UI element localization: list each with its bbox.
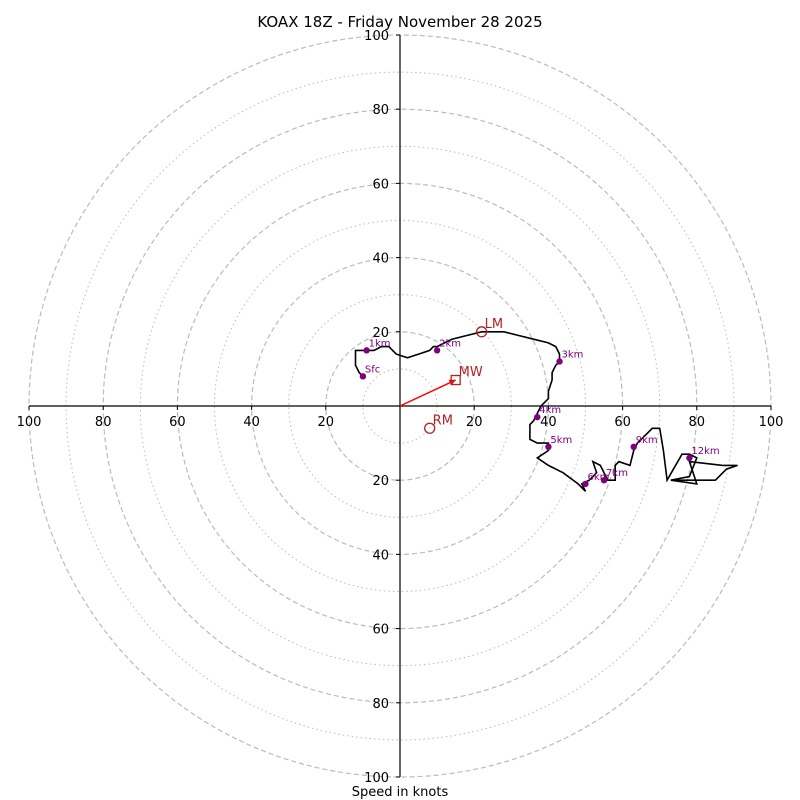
x-axis-label: Speed in knots bbox=[352, 785, 449, 800]
y-tick-label: 20 bbox=[372, 474, 389, 489]
height-label-4km: 4km bbox=[539, 405, 561, 416]
height-marker-4km bbox=[534, 413, 541, 421]
storm-motion-label-mw: MW bbox=[459, 365, 483, 380]
x-tick-label: 80 bbox=[95, 415, 112, 430]
height-marker-sfc bbox=[359, 373, 367, 380]
x-tick-label: 40 bbox=[243, 415, 260, 430]
y-tick-label: 100 bbox=[364, 771, 389, 786]
y-tick-label: 60 bbox=[372, 177, 389, 192]
x-tick-label: 100 bbox=[17, 415, 42, 430]
height-label-1km: 1km bbox=[369, 338, 391, 349]
height-label-6km: 6km bbox=[588, 472, 610, 483]
height-label-9km: 9km bbox=[636, 435, 658, 446]
storm-motion-label-rm: RM bbox=[433, 413, 453, 428]
x-tick-label: 80 bbox=[689, 415, 706, 430]
y-tick-label: 80 bbox=[372, 697, 389, 712]
storm-motion-label-lm: LM bbox=[485, 317, 503, 332]
y-tick-label: 40 bbox=[372, 548, 389, 563]
y-tick-label: 100 bbox=[364, 29, 389, 44]
storm-motion-marker-lm bbox=[475, 326, 488, 338]
y-tick-label: 40 bbox=[372, 252, 389, 267]
height-label-12km: 12km bbox=[691, 446, 719, 457]
height-marker-5km bbox=[545, 443, 552, 451]
storm-motion-marker-rm bbox=[424, 422, 436, 434]
x-tick-label: 40 bbox=[540, 415, 557, 430]
x-tick-label: 20 bbox=[466, 415, 483, 430]
mean-wind-vector bbox=[399, 379, 456, 407]
x-tick-label: 60 bbox=[614, 415, 631, 430]
height-marker-9km bbox=[630, 443, 637, 451]
chart-title: KOAX 18Z - Friday November 28 2025 bbox=[257, 13, 542, 31]
height-label-sfc: Sfc bbox=[365, 364, 380, 375]
y-tick-label: 60 bbox=[372, 623, 389, 638]
height-marker-6km bbox=[582, 480, 589, 488]
height-marker-1km bbox=[363, 347, 370, 354]
height-marker-7km bbox=[600, 477, 608, 484]
mean-wind-arrowhead bbox=[448, 379, 456, 386]
height-marker-12km bbox=[686, 454, 693, 462]
height-marker-3km bbox=[556, 358, 563, 365]
y-tick-label: 80 bbox=[372, 103, 389, 118]
height-label-7km: 7km bbox=[606, 468, 628, 479]
x-tick-label: 20 bbox=[318, 415, 335, 430]
height-label-3km: 3km bbox=[562, 349, 584, 360]
height-label-5km: 5km bbox=[550, 435, 572, 446]
height-label-2km: 2km bbox=[439, 338, 461, 349]
storm-motion-marker-mw bbox=[450, 374, 461, 386]
x-tick-label: 60 bbox=[169, 415, 186, 430]
storm-motion-markers: LM RM MW bbox=[399, 317, 503, 434]
x-tick-label: 100 bbox=[759, 415, 784, 430]
y-tick-label: 20 bbox=[372, 326, 389, 341]
height-marker-2km bbox=[433, 347, 441, 354]
tick-labels: 20 20 20 20 40 40 40 40 60 60 60 60 80 80 80 80 100 100 10… bbox=[17, 29, 784, 786]
